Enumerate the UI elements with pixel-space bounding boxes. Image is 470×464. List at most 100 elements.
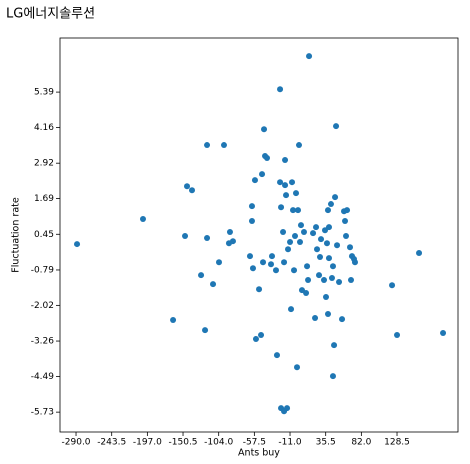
y-tick-label: -2.02 — [31, 301, 54, 311]
point — [189, 187, 196, 194]
point — [318, 236, 325, 243]
point — [322, 294, 329, 301]
point — [293, 190, 300, 197]
point — [294, 364, 301, 371]
point — [305, 277, 312, 284]
y-tick-label: 0.45 — [34, 230, 54, 240]
point — [316, 272, 323, 279]
y-tick-label: 2.92 — [34, 159, 54, 169]
point — [256, 286, 263, 293]
y-tick-label: -0.79 — [31, 265, 55, 275]
point — [317, 254, 324, 261]
point — [277, 179, 284, 186]
point — [303, 289, 310, 296]
point — [285, 246, 292, 253]
x-tick-label: -150.5 — [169, 438, 198, 448]
point — [288, 306, 295, 313]
point — [226, 228, 233, 235]
point — [264, 155, 271, 162]
point — [351, 259, 358, 266]
x-tick-label: -197.0 — [133, 438, 162, 448]
y-tick-label: 5.39 — [34, 88, 54, 98]
point — [261, 126, 268, 133]
point — [210, 281, 217, 288]
x-tick-label: -243.5 — [97, 438, 126, 448]
point — [324, 311, 331, 318]
chart-title: LG에너지솔루션 — [6, 7, 95, 22]
x-tick-label: -104.0 — [204, 438, 233, 448]
point — [272, 267, 279, 274]
plot-frame — [59, 37, 459, 433]
point — [248, 203, 255, 210]
point — [268, 261, 275, 268]
point — [204, 235, 211, 242]
y-axis-label: Fluctuation rate — [11, 197, 22, 273]
point — [246, 253, 253, 260]
point — [295, 142, 302, 149]
point — [304, 263, 311, 270]
point — [327, 201, 334, 208]
point — [321, 277, 328, 284]
point — [344, 207, 351, 214]
point — [306, 53, 313, 60]
y-tick-label: 1.69 — [34, 194, 54, 204]
point — [259, 171, 266, 178]
x-tick-label: -290.0 — [62, 438, 91, 448]
point — [220, 142, 227, 149]
point — [339, 316, 346, 323]
point — [277, 86, 284, 93]
point — [258, 332, 265, 339]
point — [343, 233, 350, 240]
point — [394, 332, 401, 339]
point — [295, 207, 302, 214]
point — [251, 177, 258, 184]
point — [347, 244, 354, 251]
point — [216, 259, 223, 266]
point — [313, 224, 320, 231]
point — [325, 255, 332, 262]
point — [334, 242, 341, 249]
point — [332, 194, 339, 201]
x-axis-label: Ants buy — [238, 448, 280, 459]
point — [283, 192, 290, 199]
point — [342, 218, 349, 225]
x-tick-label: 128.5 — [384, 438, 410, 448]
y-tick-label: -4.49 — [31, 372, 55, 382]
point — [292, 233, 299, 240]
point — [314, 246, 321, 253]
point — [248, 218, 255, 225]
point — [324, 207, 331, 214]
y-tick-label: -3.26 — [31, 337, 55, 347]
point — [287, 239, 294, 246]
point — [416, 249, 423, 256]
y-tick-label: 4.16 — [34, 123, 54, 133]
point — [291, 267, 298, 274]
point — [202, 327, 209, 334]
point — [184, 183, 191, 190]
point — [328, 275, 335, 282]
x-tick-label: 35.5 — [316, 438, 336, 448]
point — [333, 123, 340, 130]
point — [312, 315, 319, 322]
point — [329, 263, 336, 270]
x-tick-label: -11.0 — [278, 438, 302, 448]
point — [269, 253, 276, 260]
point — [282, 157, 289, 164]
point — [297, 222, 304, 229]
point — [296, 239, 303, 246]
point — [323, 240, 330, 247]
point — [204, 142, 211, 149]
point — [249, 265, 256, 272]
point — [389, 282, 396, 289]
x-tick-label: 82.0 — [351, 438, 371, 448]
point — [325, 224, 332, 231]
point — [260, 259, 267, 266]
point — [229, 238, 236, 245]
point — [280, 228, 287, 235]
point — [336, 279, 343, 286]
point — [282, 182, 289, 189]
point — [300, 228, 307, 235]
point — [310, 230, 317, 237]
